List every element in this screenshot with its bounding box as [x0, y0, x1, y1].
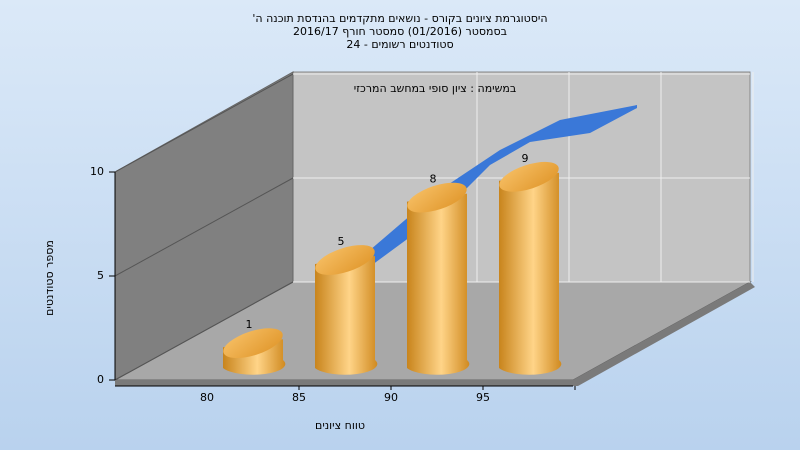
- grid-line: [114, 281, 294, 381]
- value-label: 9: [522, 152, 529, 165]
- bar: [407, 182, 470, 375]
- bar: [315, 245, 378, 375]
- y-tick-label: 5: [97, 269, 104, 282]
- value-label: 1: [246, 318, 253, 331]
- bar-body: [499, 172, 562, 375]
- title-line: בסמסטר (01/2016) סמסטר חורף 2016/17: [293, 25, 507, 38]
- bar-cap: [223, 328, 283, 359]
- grid-line: [114, 177, 294, 277]
- title: היסטוגרמת ציונים בקורס - נושאים מתקדמים …: [252, 12, 547, 51]
- bar: [499, 161, 562, 375]
- bar-body: [407, 193, 470, 375]
- title-line: היסטוגרמת ציונים בקורס - נושאים מתקדמים …: [252, 12, 547, 25]
- value-label: 5: [338, 235, 345, 248]
- y-axis-label: מספר סטודנטים: [43, 240, 56, 316]
- x-tick-label: 95: [476, 391, 490, 404]
- bar-cap: [407, 182, 467, 213]
- trend-ribbon: [370, 105, 637, 265]
- y-tick-label: 10: [90, 165, 104, 178]
- value-label: 8: [430, 173, 437, 186]
- bar-cap: [499, 161, 559, 192]
- annotation: במשימה : ציון סופי במחשב המרכזי: [354, 82, 517, 95]
- title-line: סטודנטים רשומים - 24: [346, 38, 453, 51]
- bar: [223, 328, 286, 375]
- x-tick-label: 90: [384, 391, 398, 404]
- x-tick-label: 80: [200, 391, 214, 404]
- bar-cap: [315, 245, 375, 275]
- bar-body: [315, 256, 378, 375]
- x-axis-label: טווח ציונים: [315, 419, 365, 432]
- x-tick-label: 85: [292, 391, 306, 404]
- grid-line: [114, 73, 294, 173]
- y-tick-label: 0: [97, 373, 104, 386]
